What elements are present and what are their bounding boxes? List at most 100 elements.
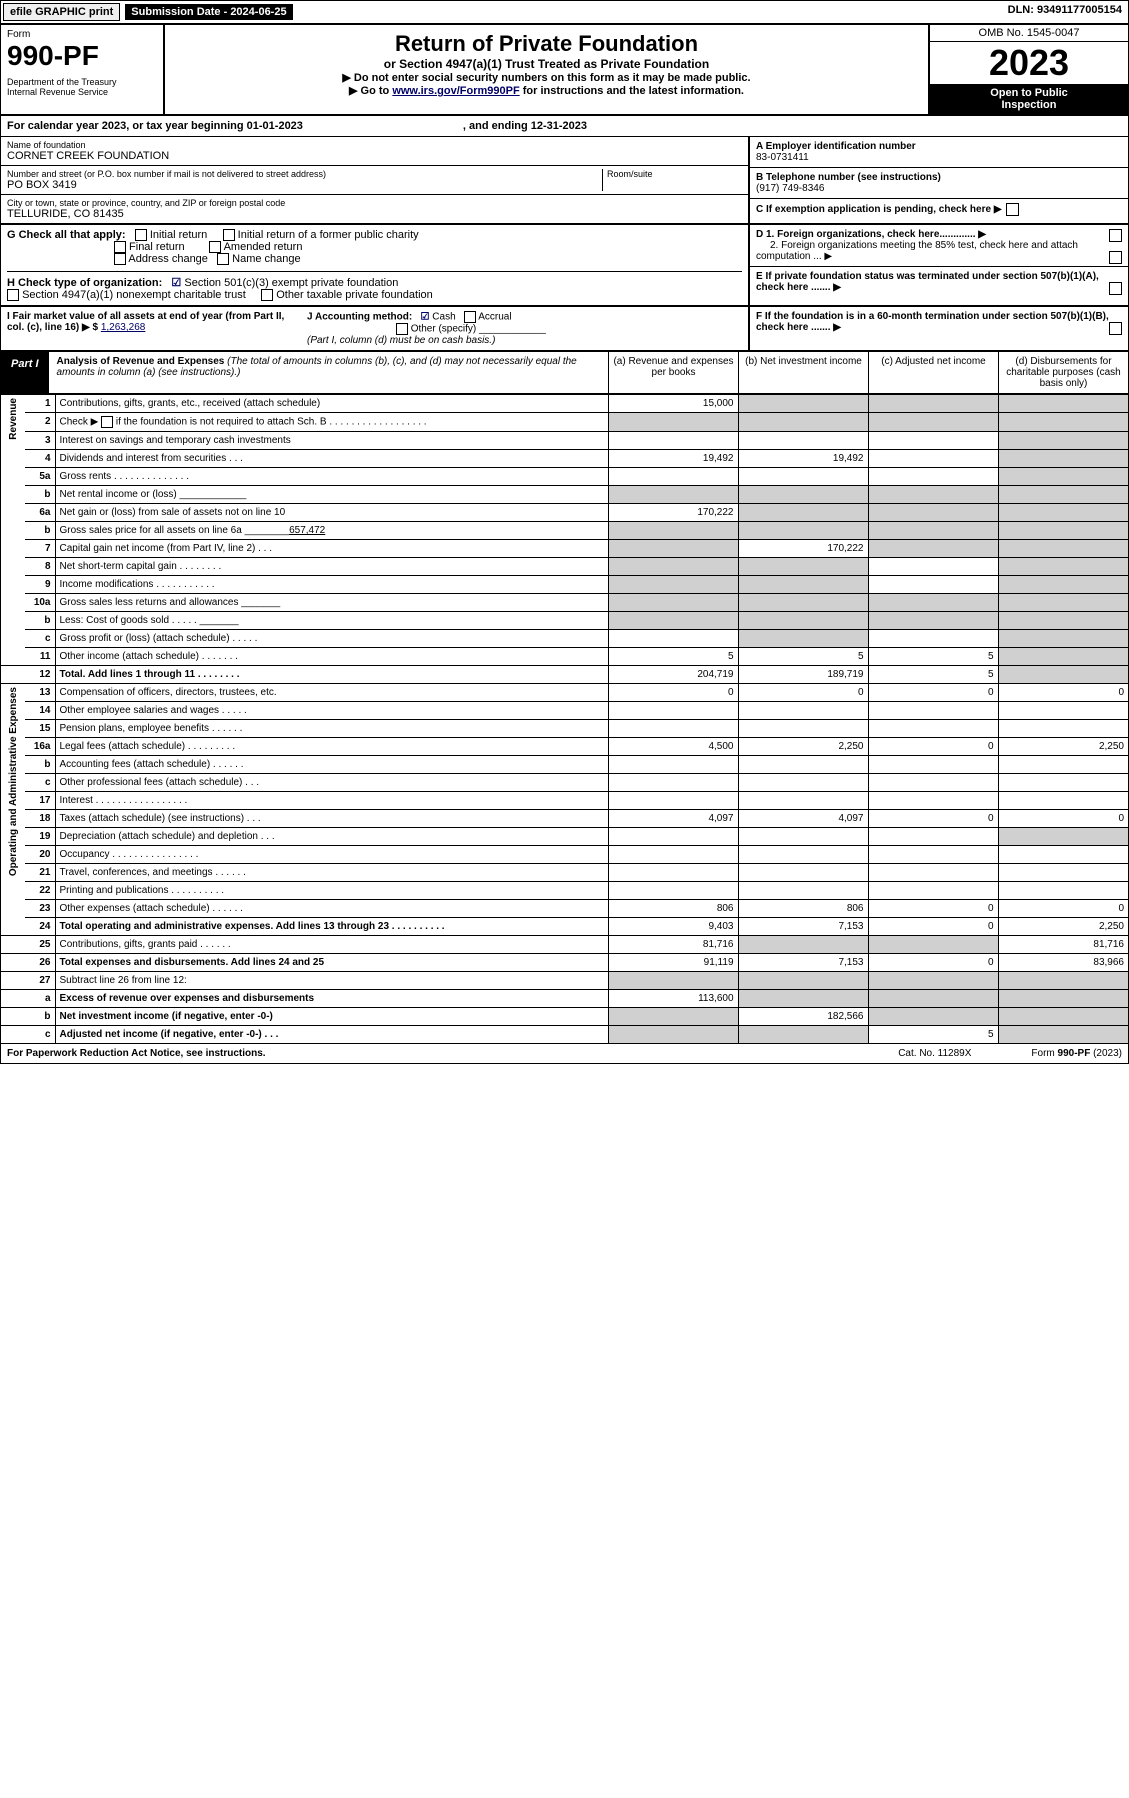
r24-d: 2,250	[998, 918, 1128, 936]
r11-l: Other income (attach schedule) . . . . .…	[55, 648, 608, 666]
r5b-l: Net rental income or (loss) ____________	[55, 486, 608, 504]
r26-a: 91,119	[608, 954, 738, 972]
r27b-l: Net investment income (if negative, ente…	[55, 1008, 608, 1026]
amended-checkbox[interactable]	[209, 241, 221, 253]
d2-checkbox[interactable]	[1109, 251, 1122, 264]
r16c-n: c	[25, 774, 55, 792]
dept: Department of the Treasury Internal Reve…	[7, 78, 157, 98]
othertax-label: Other taxable private foundation	[276, 289, 433, 301]
final-checkbox[interactable]	[114, 241, 126, 253]
telephone: (917) 749-8346	[756, 183, 1122, 194]
r26-b: 7,153	[738, 954, 868, 972]
j-note: (Part I, column (d) must be on cash basi…	[307, 335, 495, 346]
r23-d: 0	[998, 900, 1128, 918]
r23-c: 0	[868, 900, 998, 918]
r2-n: 2	[25, 413, 55, 432]
r15-l: Pension plans, employee benefits . . . .…	[55, 720, 608, 738]
r26-d: 83,966	[998, 954, 1128, 972]
e-checkbox[interactable]	[1109, 282, 1122, 295]
r13-d: 0	[998, 684, 1128, 702]
r9-l: Income modifications . . . . . . . . . .…	[55, 576, 608, 594]
r16a-d: 2,250	[998, 738, 1128, 756]
r18-a: 4,097	[608, 810, 738, 828]
s4947-checkbox[interactable]	[7, 289, 19, 301]
schb-checkbox[interactable]	[101, 416, 113, 428]
col-b: (b) Net investment income	[738, 352, 868, 393]
r6a-n: 6a	[25, 504, 55, 522]
other-label: Other (specify)	[411, 324, 477, 335]
f-label: F If the foundation is in a 60-month ter…	[756, 311, 1109, 333]
r11-n: 11	[25, 648, 55, 666]
initial-label: Initial return	[150, 229, 207, 241]
other-checkbox[interactable]	[396, 323, 408, 335]
namech-checkbox[interactable]	[217, 253, 229, 265]
r24-c: 0	[868, 918, 998, 936]
cash-checkbox[interactable]: ☑	[421, 312, 430, 323]
initial-pub-checkbox[interactable]	[223, 229, 235, 241]
r27a-a: 113,600	[608, 990, 738, 1008]
d1-checkbox[interactable]	[1109, 229, 1122, 242]
c-checkbox[interactable]	[1006, 203, 1019, 216]
i-label: I Fair market value of all assets at end…	[7, 311, 284, 333]
irs-link[interactable]: www.irs.gov/Form990PF	[392, 85, 519, 97]
r24-l: Total operating and administrative expen…	[55, 918, 608, 936]
r18-c: 0	[868, 810, 998, 828]
g-label: G Check all that apply:	[7, 229, 126, 241]
accrual-label: Accrual	[478, 312, 511, 323]
r16a-c: 0	[868, 738, 998, 756]
r27b-b: 182,566	[738, 1008, 868, 1026]
r5a-l: Gross rents . . . . . . . . . . . . . .	[55, 468, 608, 486]
name-label: Name of foundation	[7, 140, 742, 150]
r7-l: Capital gain net income (from Part IV, l…	[55, 540, 608, 558]
r18-d: 0	[998, 810, 1128, 828]
s501-checkbox[interactable]: ☑	[171, 277, 181, 289]
r11-b: 5	[738, 648, 868, 666]
r10b-lt: Less: Cost of goods sold . . . . .	[60, 615, 197, 626]
d1-label: D 1. Foreign organizations, check here..…	[756, 229, 986, 240]
ssn-note: ▶ Do not enter social security numbers o…	[175, 71, 918, 84]
form-label: Form	[7, 29, 157, 40]
addrch-checkbox[interactable]	[114, 253, 126, 265]
r23-n: 23	[25, 900, 55, 918]
r21-n: 21	[25, 864, 55, 882]
r1-a: 15,000	[608, 395, 738, 413]
footer: For Paperwork Reduction Act Notice, see …	[1, 1043, 1128, 1063]
fmv-section: I Fair market value of all assets at end…	[1, 307, 1128, 352]
address: PO BOX 3419	[7, 179, 602, 191]
part1-label: Part I	[1, 352, 49, 393]
r17-n: 17	[25, 792, 55, 810]
r6b-lt: Gross sales price for all assets on line…	[60, 525, 242, 536]
r20-n: 20	[25, 846, 55, 864]
r10a-l: Gross sales less returns and allowances …	[55, 594, 608, 612]
r8-n: 8	[25, 558, 55, 576]
r14-n: 14	[25, 702, 55, 720]
fmv-value[interactable]: 1,263,268	[101, 322, 146, 333]
d2-label: 2. Foreign organizations meeting the 85%…	[756, 240, 1078, 262]
initial-pub-label: Initial return of a former public charit…	[238, 229, 419, 241]
revenue-side: Revenue	[8, 398, 19, 440]
r10b-l: Less: Cost of goods sold . . . . . _____…	[55, 612, 608, 630]
r1-l: Contributions, gifts, grants, etc., rece…	[55, 395, 608, 413]
accrual-checkbox[interactable]	[464, 311, 476, 323]
r21-l: Travel, conferences, and meetings . . . …	[55, 864, 608, 882]
r18-l: Taxes (attach schedule) (see instruction…	[55, 810, 608, 828]
r16a-a: 4,500	[608, 738, 738, 756]
col-a: (a) Revenue and expenses per books	[608, 352, 738, 393]
r5a-n: 5a	[25, 468, 55, 486]
r10c-l: Gross profit or (loss) (attach schedule)…	[55, 630, 608, 648]
r18-n: 18	[25, 810, 55, 828]
othertax-checkbox[interactable]	[261, 289, 273, 301]
catno: Cat. No. 11289X	[898, 1048, 971, 1059]
f-checkbox[interactable]	[1109, 322, 1122, 335]
s4947-label: Section 4947(a)(1) nonexempt charitable …	[22, 289, 246, 301]
goto-note: ▶ Go to www.irs.gov/Form990PF for instru…	[175, 84, 918, 97]
namech-label: Name change	[232, 253, 301, 265]
efile-button[interactable]: efile GRAPHIC print	[3, 3, 120, 21]
initial-checkbox[interactable]	[135, 229, 147, 241]
r13-a: 0	[608, 684, 738, 702]
r1-n: 1	[25, 395, 55, 413]
r20-l: Occupancy . . . . . . . . . . . . . . . …	[55, 846, 608, 864]
col-c: (c) Adjusted net income	[868, 352, 998, 393]
paperwork: For Paperwork Reduction Act Notice, see …	[7, 1048, 266, 1059]
r6a-l: Net gain or (loss) from sale of assets n…	[55, 504, 608, 522]
